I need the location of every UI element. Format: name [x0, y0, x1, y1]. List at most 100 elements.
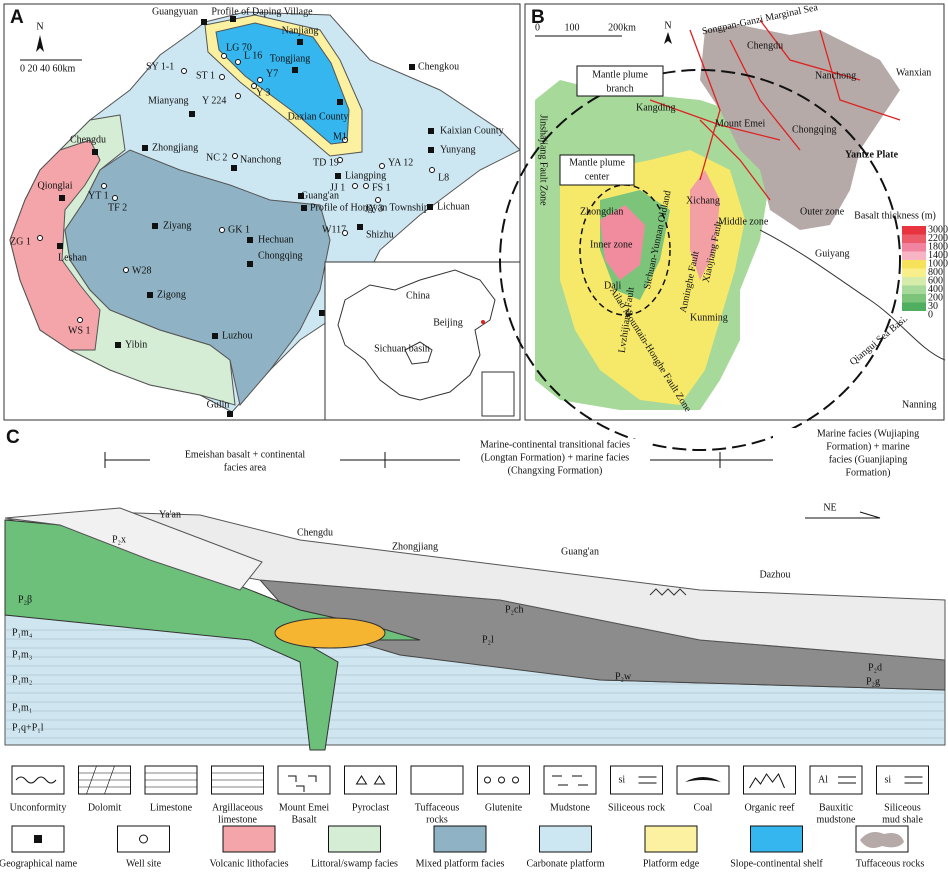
place-marker [427, 204, 433, 210]
place-marker [247, 237, 253, 243]
well-marker [352, 183, 358, 189]
inset-label: Sichuan basin [374, 343, 430, 354]
place-marker [335, 173, 341, 179]
place-marker [59, 195, 65, 201]
place-marker [212, 333, 218, 339]
map-label: Yantze Plate [845, 149, 899, 160]
well-marker [221, 53, 227, 59]
reef [649, 588, 687, 596]
symbol [355, 775, 386, 785]
place-marker [152, 223, 158, 229]
legend-label: Pyroclast [352, 802, 389, 813]
scale-label: 0 [535, 22, 540, 33]
place-name: Yibin [125, 339, 147, 350]
facies-area: Marine facies (Wujiaping [817, 428, 919, 439]
legend-label: Unconformity [10, 802, 67, 813]
symbol [838, 776, 856, 784]
place-marker [142, 145, 148, 151]
section-place: Zhongjiang [392, 541, 438, 552]
facies-swatch [750, 825, 803, 853]
place-name: Lichuan [437, 201, 470, 212]
coast [759, 229, 946, 361]
formation-label: P₂w [615, 671, 632, 682]
well-marker [235, 59, 241, 65]
symbol-text: si [885, 774, 892, 785]
place-name: Qionglai [38, 180, 73, 191]
lithology-swatch [344, 765, 397, 795]
red-central [690, 170, 720, 280]
thickness-value: 2200 [928, 233, 948, 244]
place-marker [319, 310, 325, 316]
inset-label: Beijing [433, 317, 462, 328]
map-label: Dali [604, 280, 621, 291]
label-bg [773, 454, 948, 466]
symbol-text: Al [818, 774, 828, 785]
map-label: Guiyang [815, 248, 849, 259]
well-name: L 16 [244, 50, 262, 61]
lithology-swatch [477, 765, 530, 795]
symbol [139, 834, 148, 844]
north-label: N [664, 20, 671, 31]
legend-label: mud shale [882, 814, 923, 825]
place-name: Tongjiang [270, 53, 310, 64]
formation-label: P₂d [868, 662, 882, 673]
place-marker [301, 205, 307, 211]
well-marker [181, 68, 187, 74]
section-place: Ya'an [159, 509, 181, 520]
lithology-swatch [11, 765, 65, 795]
place-name: Daxian County [288, 111, 349, 122]
facies-area: Formation) [846, 467, 891, 478]
well-name: TF 2 [108, 202, 127, 213]
scale-label: 200km [608, 22, 636, 33]
facies-area: Emeishan basalt + continental [185, 449, 306, 460]
place-name: Guangyuan [152, 6, 198, 17]
label-bg [150, 449, 340, 461]
legend-label: Siliceous [884, 802, 921, 813]
thickness-swatch [902, 243, 926, 252]
well-name: M1 [333, 131, 347, 142]
direction-arrow [805, 511, 881, 519]
north-arrow [36, 35, 44, 52]
facies-area: Formation) + marine [826, 441, 910, 452]
place-marker [337, 99, 343, 105]
thickness-value: 30 [928, 301, 938, 312]
place-marker [147, 292, 153, 298]
label-bg [773, 428, 948, 440]
place-marker [57, 243, 63, 249]
formation-label: P₁m₃ [12, 649, 32, 660]
symbol [484, 776, 491, 784]
symbol [552, 775, 588, 786]
well-name: ZG 1 [10, 236, 31, 247]
place-name: Mianyang [148, 95, 189, 106]
north-label: N [36, 21, 43, 32]
scs-box [481, 371, 515, 417]
well-name: GK 1 [228, 224, 250, 235]
facies-area: (Longtan Formation) + marine facies [481, 452, 629, 463]
place-marker [115, 342, 121, 348]
legend-label: rocks [426, 814, 448, 825]
well-name: L8 [438, 172, 449, 183]
well-marker [342, 137, 348, 143]
well-name: JJ 1 [330, 182, 345, 193]
map-label: Xichang [686, 195, 720, 206]
panel-label: A [10, 7, 24, 28]
place-marker [428, 147, 434, 153]
facies-area: facies area [224, 462, 267, 473]
label-bg [460, 465, 650, 477]
well-marker [37, 235, 43, 241]
place-name: Luzhou [222, 330, 253, 341]
lithology-swatch [743, 765, 796, 795]
legend-label: Organic reef [744, 802, 795, 813]
place-name: Nanjiang [282, 25, 319, 36]
thickness-swatch [902, 277, 926, 286]
map-label: Middle zone [718, 216, 769, 227]
thickness-swatch [902, 285, 926, 294]
legend-label: Bauxitic [819, 802, 853, 813]
legend-label: limestone [218, 814, 257, 825]
map-label: branch [606, 83, 633, 94]
basin-outline [404, 341, 433, 365]
legend-label: Volcanic lithofacies [210, 858, 289, 869]
facies-swatch [328, 825, 381, 853]
place-marker [428, 128, 434, 134]
